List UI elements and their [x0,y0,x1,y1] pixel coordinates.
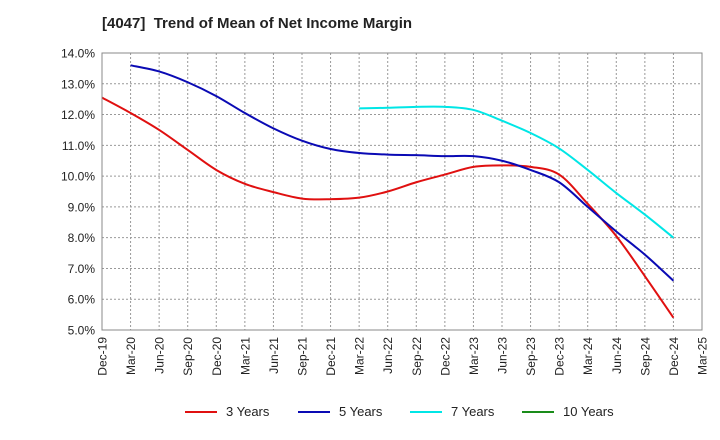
y-tick-label: 5.0% [68,324,96,338]
legend-item-5-years: 5 Years [298,404,382,419]
x-tick-label: Mar-20 [124,337,138,375]
legend-label: 5 Years [339,404,383,419]
y-tick-label: 9.0% [68,200,96,214]
x-tick-label: Sep-24 [638,337,652,376]
series-line-7-years [359,105,675,239]
series-lines [101,64,675,319]
legend-label: 3 Years [226,404,270,419]
y-tick-label: 8.0% [68,231,96,245]
legend-swatch [298,410,330,413]
y-tick-label: 7.0% [68,262,96,276]
x-axis-tick-labels: Dec-19 Mar-20 Jun-20 Sep-20 Dec-20 Mar-21 Jun-… [96,337,710,376]
x-tick-label: Mar-21 [238,337,252,375]
x-tick-label: Dec-24 [667,337,681,376]
grid-lines [101,52,703,331]
legend-item-7-years: 7 Years [410,404,494,419]
chart-title: [4047] Trend of Mean of Net Income Margi… [102,15,413,32]
x-tick-label: Mar-22 [353,337,367,375]
y-tick-label: 13.0% [61,77,95,91]
x-tick-label: Sep-21 [296,337,310,376]
x-tick-label: Jun-23 [496,337,510,374]
y-tick-label: 6.0% [68,293,96,307]
x-tick-label: Sep-23 [524,337,538,376]
x-tick-label: Dec-22 [438,337,452,376]
y-tick-label: 11.0% [62,139,95,153]
y-tick-label: 14.0% [61,47,95,61]
legend-label: 10 Years [563,404,614,419]
x-tick-label: Jun-22 [381,337,395,374]
y-axis-tick-labels: 5.0% 6.0% 7.0% 8.0% 9.0% 10.0% 11.0% 12.0% 13.0%… [61,47,95,338]
x-tick-label: Jun-21 [267,337,281,374]
x-tick-label: Jun-20 [153,337,167,374]
series-line-5-years [130,64,675,282]
y-tick-label: 10.0% [61,170,95,184]
legend-swatch [185,410,217,413]
x-tick-label: Sep-22 [410,337,424,376]
x-tick-label: Dec-21 [324,337,338,376]
legend-swatch [410,410,442,413]
x-tick-label: Mar-24 [581,337,595,375]
legend-item-3-years: 3 Years [185,404,269,419]
legend: 3 Years 5 Years 7 Years 10 Years [0,404,720,426]
series-line-3-years [101,96,675,319]
x-tick-label: Mar-25 [696,337,710,375]
y-tick-label: 12.0% [61,108,95,122]
plot-area-frame [101,52,703,331]
x-tick-label: Dec-23 [553,337,567,376]
x-tick-label: Sep-20 [181,337,195,376]
legend-swatch [522,410,554,413]
legend-item-10-years: 10 Years [522,404,614,419]
x-tick-label: Dec-19 [96,337,110,376]
x-tick-label: Jun-24 [610,337,624,374]
x-tick-label: Mar-23 [467,337,481,375]
legend-label: 7 Years [451,404,495,419]
x-tick-label: Dec-20 [210,337,224,376]
